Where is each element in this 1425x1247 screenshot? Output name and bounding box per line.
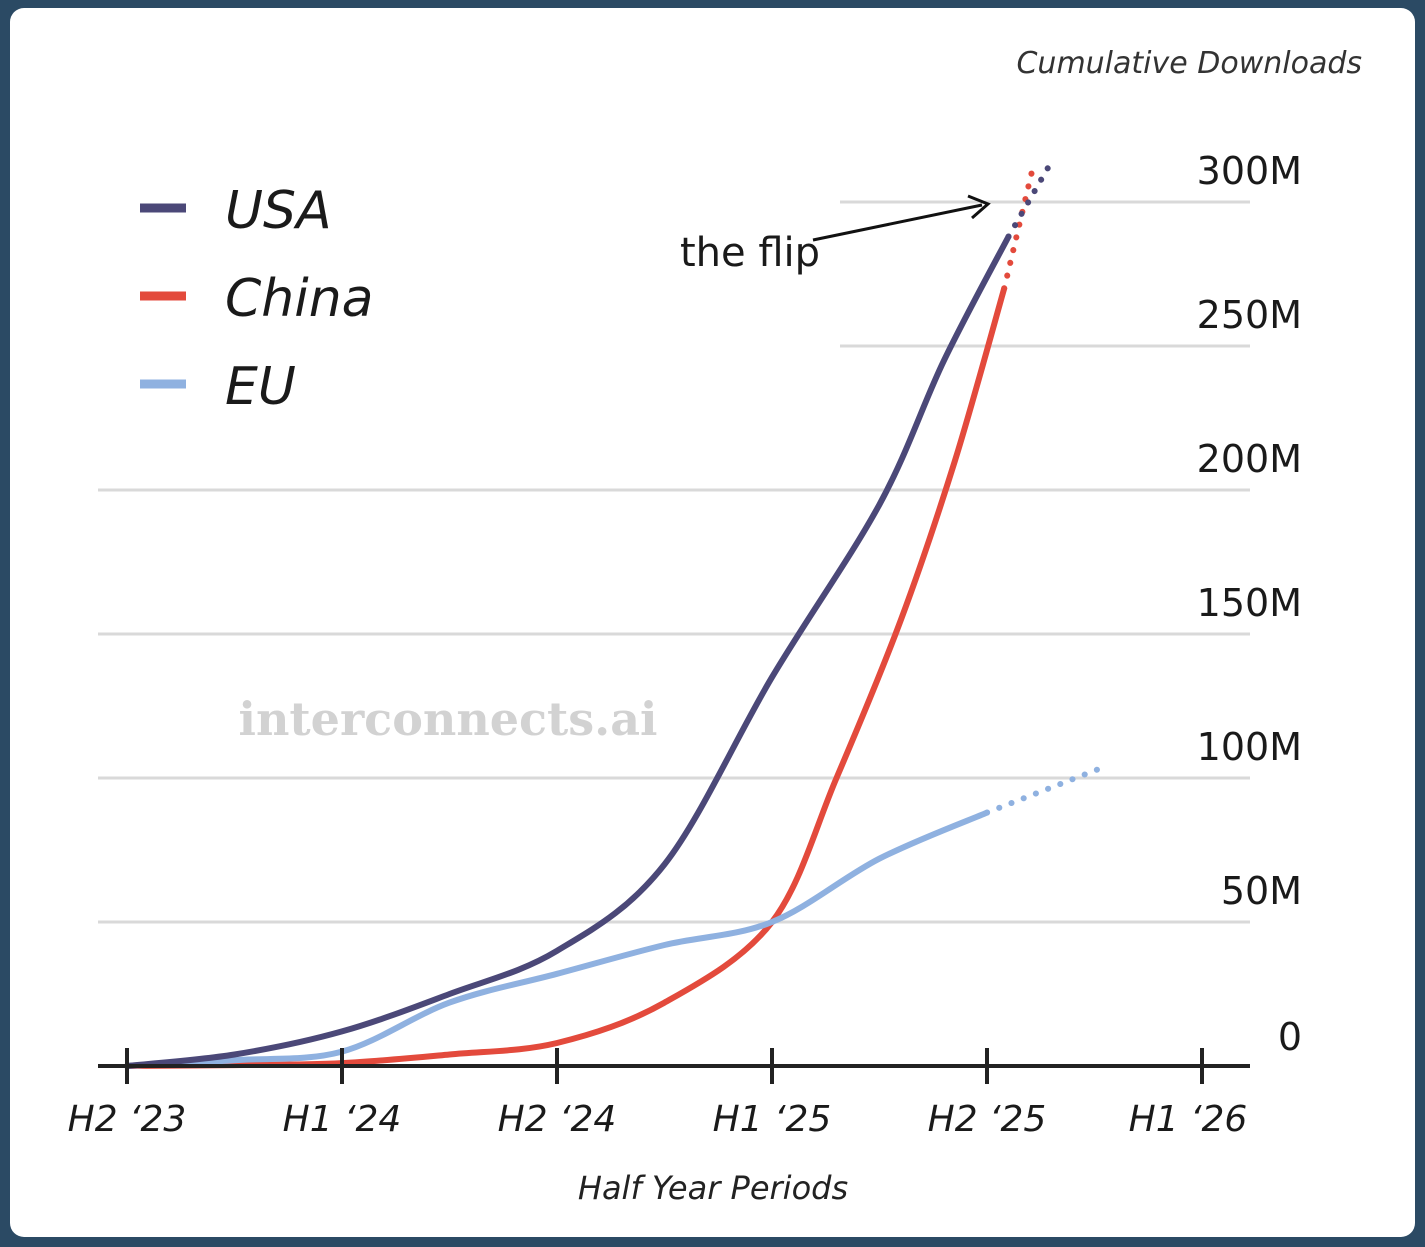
series-line-china (124, 285, 1008, 1069)
annotation: the flip (680, 194, 991, 276)
y-tick-label-150m: 150M (1197, 581, 1302, 625)
x-tick-label-1: H1 ‘24 (283, 1099, 402, 1140)
x-axis-title: Half Year Periods (578, 1169, 848, 1207)
y-tick-label-250m: 250M (1197, 293, 1302, 337)
x-tick-label-3: H1 ‘25 (713, 1099, 832, 1140)
annotation-arrow-line (812, 203, 983, 242)
legend-label-usa: USA (225, 181, 332, 241)
y-tick-label-50m: 50M (1221, 869, 1302, 913)
annotation-text: the flip (680, 230, 820, 276)
x-tick-label-4: H2 ‘25 (928, 1099, 1047, 1140)
series-line-eu (124, 809, 990, 1069)
y-tick-label-100m: 100M (1197, 725, 1302, 769)
line-chart: 0 50M 100M 150M 200M 250M 300M Cumulative Down… (68, 46, 1362, 1207)
y-tick-label-0: 0 (1278, 1015, 1302, 1059)
series-projection-eu (984, 763, 1109, 816)
y-tick-label-200m: 200M (1197, 437, 1302, 481)
y-axis-title: Cumulative Downloads (1016, 46, 1362, 81)
y-tick-label-300m: 300M (1197, 149, 1302, 193)
chart-card: 0 50M 100M 150M 200M 250M 300M Cumulative Down… (10, 8, 1415, 1237)
series-projection-china (1001, 158, 1038, 292)
annotation-arrow-head (967, 194, 991, 220)
x-tick-label-5: H1 ‘26 (1129, 1099, 1248, 1140)
watermark: interconnects.ai (239, 692, 658, 746)
series-line-usa (124, 233, 1012, 1069)
x-tick-label-0: H2 ‘23 (68, 1099, 187, 1140)
series-projection-usa (1005, 158, 1055, 240)
legend-label-eu: EU (225, 357, 296, 417)
x-tick-label-2: H2 ‘24 (498, 1099, 617, 1140)
legend-label-china: China (225, 269, 374, 329)
